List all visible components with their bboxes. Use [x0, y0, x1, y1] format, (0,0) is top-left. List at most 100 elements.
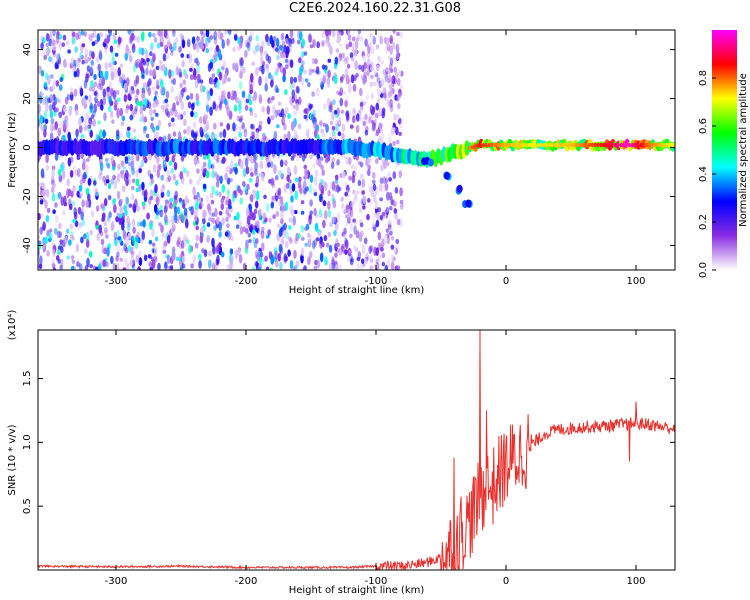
noise-cell: [164, 30, 169, 40]
y-tick-label: 20: [22, 92, 33, 105]
noise-cell: [335, 123, 339, 132]
noise-cell: [319, 121, 323, 126]
noise-cell: [189, 178, 193, 185]
noise-cell: [294, 177, 299, 183]
noise-cell: [38, 103, 41, 111]
noise-cell: [42, 189, 46, 197]
spectrogram-y-axis-label: Frequency (Hz): [7, 112, 18, 188]
noise-cell: [182, 79, 187, 86]
noise-cell: [166, 254, 171, 264]
noise-cell: [390, 129, 395, 136]
noise-cell: [233, 136, 238, 143]
noise-cell: [221, 39, 225, 49]
noise-cell: [298, 176, 302, 182]
noise-cell: [379, 197, 383, 202]
noise-cell: [265, 63, 269, 70]
noise-cell: [175, 256, 180, 262]
noise-cell: [393, 208, 398, 214]
noise-cell: [227, 30, 231, 34]
noise-cell: [45, 32, 50, 42]
noise-cell: [183, 118, 187, 126]
noise-cell: [300, 253, 304, 264]
noise-cell: [91, 51, 95, 60]
noise-cell: [68, 106, 72, 117]
colorbar: [712, 30, 737, 270]
noise-cell: [359, 263, 364, 270]
noise-cell: [235, 224, 240, 229]
noise-cell: [180, 101, 185, 111]
noise-cell: [271, 197, 275, 203]
noise-cell: [144, 49, 149, 60]
noise-cell: [375, 219, 380, 228]
noise-cell: [397, 79, 401, 86]
noise-cell: [293, 165, 298, 175]
noise-cell: [224, 167, 229, 173]
noise-cell: [389, 206, 393, 211]
noise-cell: [222, 128, 227, 139]
noise-cell: [156, 156, 160, 165]
noise-cell: [367, 198, 371, 203]
noise-cell: [117, 236, 121, 241]
noise-cell: [94, 187, 99, 197]
noise-cell: [121, 73, 126, 81]
noise-cell: [55, 64, 59, 69]
noise-cell: [352, 244, 357, 251]
noise-cell: [100, 238, 105, 246]
noise-cell: [180, 211, 184, 220]
noise-cell: [385, 207, 390, 213]
noise-cell: [190, 110, 194, 118]
noise-cell: [269, 114, 273, 120]
noise-cell: [288, 42, 293, 53]
noise-cell: [396, 265, 401, 270]
noise-cell: [40, 70, 45, 77]
noise-cell: [176, 206, 181, 214]
noise-cell: [81, 43, 86, 48]
noise-cell: [346, 63, 351, 69]
noise-cell: [106, 86, 111, 93]
noise-cell: [304, 78, 309, 83]
noise-cell: [367, 58, 371, 66]
noise-cell: [152, 126, 156, 133]
noise-cell: [372, 212, 376, 222]
noise-cell: [127, 130, 131, 139]
noise-cell: [261, 242, 265, 251]
noise-cell: [284, 37, 289, 46]
noise-cell: [84, 59, 89, 64]
noise-cell: [124, 257, 128, 265]
noise-cell: [246, 41, 251, 52]
noise-cell: [162, 63, 166, 72]
noise-cell: [39, 199, 44, 205]
noise-cell: [199, 126, 203, 135]
noise-cell: [62, 120, 67, 130]
noise-cell: [295, 85, 300, 94]
noise-cell: [214, 31, 218, 38]
noise-cell: [362, 76, 366, 85]
noise-cell: [83, 233, 87, 238]
noise-cell: [265, 33, 269, 43]
noise-cell: [329, 120, 334, 126]
noise-cell: [205, 170, 210, 179]
noise-cell: [389, 226, 393, 236]
noise-cell: [345, 214, 349, 219]
noise-cell: [151, 86, 156, 91]
noise-cell: [99, 70, 104, 79]
noise-cell: [49, 110, 54, 119]
noise-cell: [242, 168, 247, 177]
noise-cell: [86, 65, 91, 72]
noise-cell: [282, 113, 287, 118]
noise-cell: [38, 213, 41, 220]
noise-cell: [263, 194, 267, 200]
noise-cell: [130, 86, 135, 91]
noise-cell: [150, 179, 155, 184]
noise-cell: [209, 47, 213, 52]
noise-cell: [148, 31, 152, 38]
noise-cell: [59, 120, 63, 130]
noise-cell: [331, 256, 335, 265]
noise-cell: [171, 221, 175, 230]
noise-cell: [146, 57, 150, 63]
noise-cell: [298, 187, 303, 194]
noise-cell: [84, 265, 89, 270]
noise-cell: [108, 95, 112, 105]
noise-cell: [380, 246, 384, 252]
